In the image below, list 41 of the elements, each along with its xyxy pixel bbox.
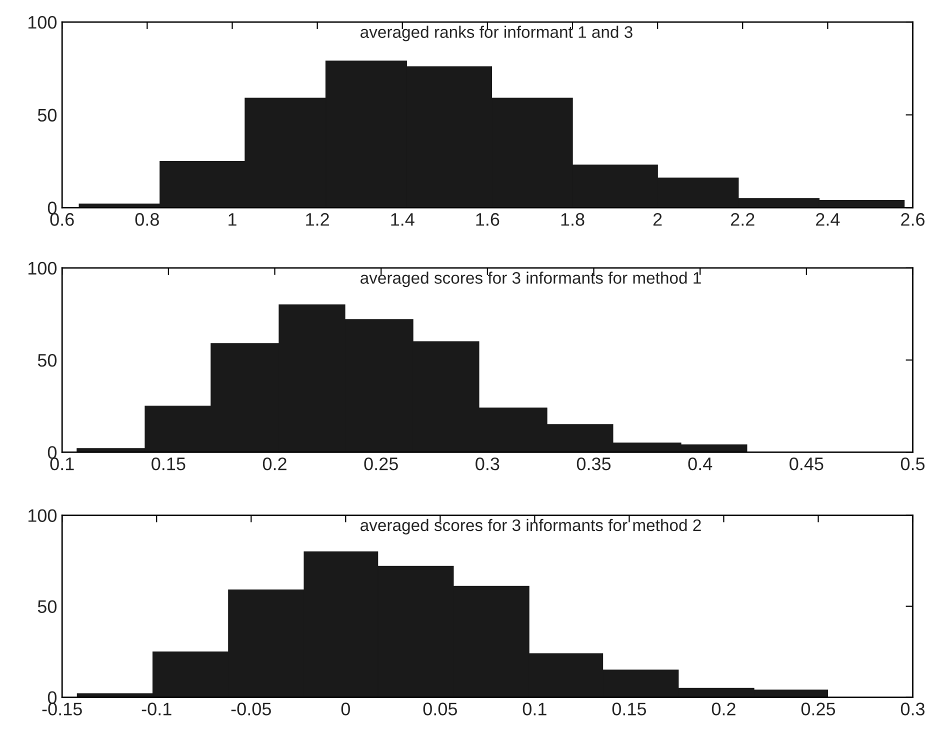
x-tick-label: 2 [653, 213, 662, 226]
x-tick-label: 0.25 [364, 457, 398, 470]
x-tick-label: 0.05 [423, 702, 457, 716]
x-tick-label: 0.15 [612, 702, 646, 716]
x-tick-label: 1.4 [391, 213, 414, 226]
x-tick-label: 0.2 [712, 702, 736, 716]
y-tick-label: 0 [48, 446, 57, 459]
x-tick-label: -0.05 [231, 702, 271, 716]
x-tick-label: 0.3 [476, 457, 500, 470]
x-tick-label: 1.8 [561, 213, 584, 226]
chart-title: averaged scores for 3 informants for method 1 [360, 272, 701, 288]
x-tick-label: 0.35 [576, 457, 611, 470]
x-tick-label: 1.6 [476, 213, 500, 226]
x-tick-label: 1.2 [306, 213, 329, 226]
x-tick-label: 0 [341, 702, 350, 716]
x-tick-label: 0.8 [135, 213, 159, 226]
chart-title: averaged ranks for informant 1 and 3 [360, 26, 632, 42]
x-tick-label: 0.45 [790, 457, 824, 470]
x-tick-label: -0.15 [42, 702, 82, 716]
x-tick-label: 0.1 [522, 702, 546, 716]
x-tick-label: 0.5 [900, 457, 925, 470]
x-tick-label: 0.6 [50, 213, 74, 226]
x-tick-label: 0.4 [688, 457, 712, 470]
x-tick-label: 1 [228, 213, 236, 226]
x-tick-label: 2.4 [816, 213, 840, 226]
x-tick-label: 0.15 [152, 457, 186, 470]
x-tick-label: 2.2 [730, 213, 754, 226]
y-tick-label: 100 [28, 16, 57, 29]
x-tick-label: -0.1 [142, 702, 172, 716]
y-tick-label: 100 [28, 262, 57, 275]
y-tick-label: 100 [28, 509, 57, 522]
chart-title: averaged scores for 3 informants for method 2 [360, 518, 701, 534]
x-tick-label: 0.2 [262, 457, 286, 470]
y-tick-label: 50 [38, 600, 57, 614]
x-tick-label: 2.6 [901, 213, 925, 226]
x-tick-label: 0.3 [900, 702, 925, 716]
x-tick-label: 0.25 [801, 702, 836, 716]
y-tick-label: 0 [48, 202, 57, 214]
y-tick-label: 50 [38, 354, 57, 367]
x-tick-label: 0.1 [50, 457, 74, 470]
y-tick-label: 50 [38, 108, 57, 122]
